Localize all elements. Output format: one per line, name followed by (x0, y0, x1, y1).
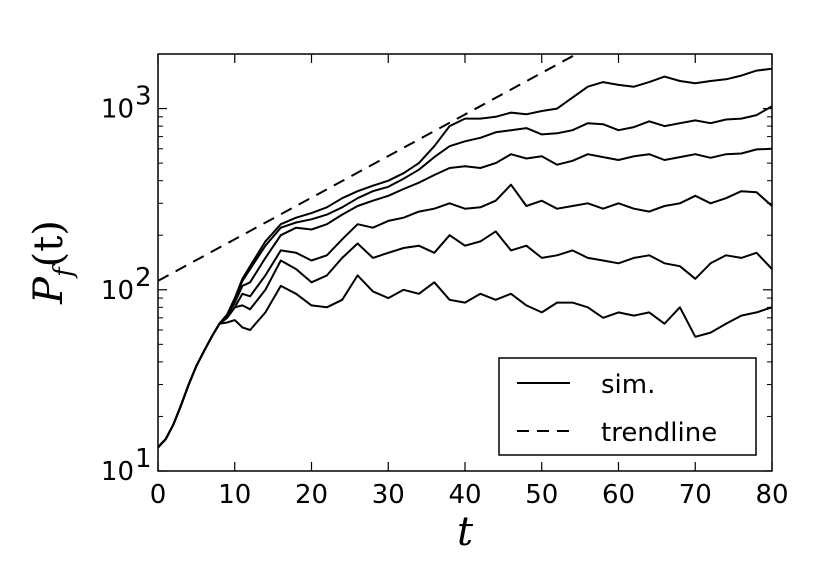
y-tick-label: 10 (101, 457, 134, 487)
y-tick-label: 10 (101, 276, 134, 306)
legend: sim. trendline (498, 357, 757, 456)
legend-label-sim: sim. (601, 370, 655, 400)
plot-area (158, 54, 772, 449)
x-tick-label: 30 (372, 480, 405, 510)
y-tick-label-base: 10 (101, 95, 134, 125)
x-tick-label: 60 (602, 480, 635, 510)
x-axis-label: t (457, 509, 474, 555)
x-tick-label: 80 (755, 480, 788, 510)
trendline (158, 54, 579, 282)
series-layer (158, 54, 772, 449)
y-axis-label: Pf(t) (26, 220, 79, 305)
sim-series-6 (158, 67, 772, 449)
y-tick-label-exponent: 3 (135, 82, 152, 112)
x-tick-label: 0 (150, 480, 167, 510)
y-tick-label-base: 10 (101, 457, 134, 487)
y-tick-label-exponent: 2 (135, 263, 152, 293)
x-tick-label: 50 (525, 480, 558, 510)
y-axis-label-main: P (26, 276, 72, 305)
y-tick-label: 10 (101, 95, 134, 125)
legend-label-trendline: trendline (601, 418, 717, 448)
ticks-layer (157, 53, 773, 472)
x-tick-label: 20 (295, 480, 328, 510)
legend-box (498, 357, 757, 456)
y-axis-label-argument: (t) (26, 220, 72, 267)
x-tick-label: 40 (448, 480, 481, 510)
y-tick-label-exponent: 1 (135, 444, 152, 474)
x-tick-label: 10 (218, 480, 251, 510)
x-tick-label: 70 (679, 480, 712, 510)
y-tick-label-base: 10 (101, 276, 134, 306)
